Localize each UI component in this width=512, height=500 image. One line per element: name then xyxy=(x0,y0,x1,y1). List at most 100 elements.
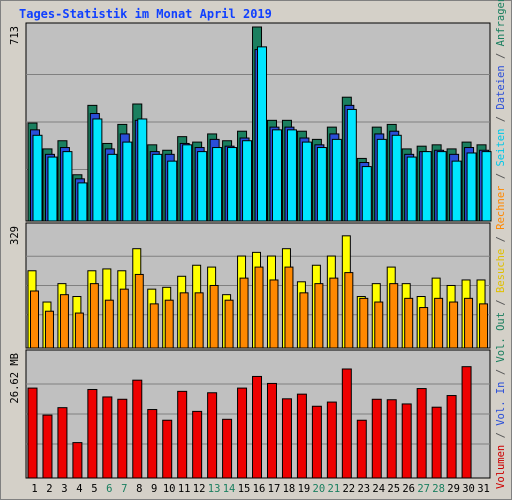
bar-seiten-day-4 xyxy=(77,182,88,222)
bar-rechner-day-1 xyxy=(30,290,39,349)
legend-item: Volumen xyxy=(495,445,507,489)
day-label-12: 12 xyxy=(193,483,206,495)
bar-rechner-day-7 xyxy=(119,288,129,349)
bar-rechner-day-28 xyxy=(434,297,444,349)
bar-volumen-day-7 xyxy=(117,398,128,479)
bar-seiten-day-18 xyxy=(286,129,297,222)
day-label-18: 18 xyxy=(283,483,296,495)
bar-rechner-day-2 xyxy=(44,310,54,349)
bar-rechner-day-9 xyxy=(149,303,159,349)
bar-volumen-day-8 xyxy=(132,379,143,479)
bar-seiten-day-1 xyxy=(32,134,43,222)
day-label-17: 17 xyxy=(268,483,281,495)
bar-volumen-day-2 xyxy=(42,414,53,479)
bar-volumen-day-15 xyxy=(237,387,248,479)
bar-rechner-day-27 xyxy=(419,307,429,349)
axis-max-label: 329 xyxy=(9,226,21,245)
bar-rechner-day-6 xyxy=(104,299,114,349)
day-axis-labels: 1 2 3 4 5 6 7 8 9 10 11 12 13 14 15 16 17 18 19 20 21 22 23 24 2… xyxy=(31,483,490,495)
legend-item: Anfragen xyxy=(495,0,507,46)
legend-item: / xyxy=(495,167,507,186)
bar-seiten-day-28 xyxy=(436,151,447,222)
bar-seiten-day-21 xyxy=(331,138,342,222)
chart-title: Tages-Statistik im Monat April 2019 xyxy=(19,7,272,21)
chart-panels: 713 329 26.62 MB xyxy=(9,22,492,479)
bar-volumen-day-6 xyxy=(102,396,113,479)
bar-volumen-day-19 xyxy=(296,393,307,479)
bar-volumen-day-30 xyxy=(461,366,472,479)
bar-seiten-day-14 xyxy=(227,147,238,222)
bar-seiten-day-9 xyxy=(152,153,163,222)
bar-seiten-day-27 xyxy=(421,151,432,222)
day-label-13: 13 xyxy=(208,483,221,495)
bar-rechner-day-16 xyxy=(254,266,264,349)
bar-volumen-day-26 xyxy=(401,403,412,479)
bar-rechner-day-4 xyxy=(74,312,84,349)
bar-volumen-day-18 xyxy=(281,398,292,479)
bar-rechner-day-8 xyxy=(134,273,144,349)
bar-rechner-day-22 xyxy=(344,272,354,349)
bar-rechner-day-30 xyxy=(464,297,474,349)
bar-volumen-day-22 xyxy=(341,368,352,479)
bar-seiten-day-23 xyxy=(361,166,372,222)
day-label-8: 8 xyxy=(136,483,142,495)
bar-seiten-day-2 xyxy=(47,156,58,222)
legend-item: Dateien xyxy=(495,65,507,109)
bar-seiten-day-31 xyxy=(481,151,492,222)
bar-seiten-day-3 xyxy=(62,151,73,222)
bar-rechner-day-24 xyxy=(374,301,384,349)
bar-rechner-day-15 xyxy=(239,277,249,349)
axis-max-label: 26.62 MB xyxy=(9,353,21,404)
bar-seiten-day-10 xyxy=(167,160,178,222)
bar-seiten-day-25 xyxy=(391,134,402,222)
bar-rechner-day-12 xyxy=(194,292,204,349)
bar-seiten-day-13 xyxy=(212,147,223,222)
bar-volumen-day-9 xyxy=(147,409,158,479)
bar-volumen-day-1 xyxy=(27,387,38,479)
bar-rechner-day-13 xyxy=(209,284,219,349)
bar-seiten-day-19 xyxy=(301,141,312,222)
bar-rechner-day-29 xyxy=(449,301,459,349)
day-label-5: 5 xyxy=(91,483,97,495)
legend-item: / xyxy=(495,293,507,312)
bar-seiten-day-11 xyxy=(182,144,193,222)
day-label-16: 16 xyxy=(253,483,266,495)
day-label-29: 29 xyxy=(447,483,460,495)
bar-seiten-day-20 xyxy=(316,147,327,222)
legend-item: / xyxy=(495,426,507,445)
bar-volumen-day-14 xyxy=(222,418,233,479)
bar-rechner-day-23 xyxy=(359,297,369,349)
day-label-9: 9 xyxy=(151,483,157,495)
bar-rechner-day-3 xyxy=(59,294,69,349)
day-label-23: 23 xyxy=(357,483,370,495)
bar-rechner-day-18 xyxy=(284,266,294,349)
day-label-30: 30 xyxy=(462,483,475,495)
bar-volumen-day-24 xyxy=(371,398,382,479)
bar-volumen-day-16 xyxy=(252,375,263,479)
day-label-2: 2 xyxy=(46,483,52,495)
bar-rechner-day-20 xyxy=(314,283,324,349)
bar-volumen-day-28 xyxy=(431,406,442,479)
legend-item: Vol. Out xyxy=(495,312,507,363)
bar-seiten-day-22 xyxy=(346,108,357,222)
bar-volumen-day-21 xyxy=(326,401,337,479)
day-label-31: 31 xyxy=(477,483,490,495)
legend-item: / xyxy=(495,46,507,65)
day-label-20: 20 xyxy=(313,483,326,495)
day-label-25: 25 xyxy=(387,483,400,495)
day-label-19: 19 xyxy=(298,483,311,495)
bar-seiten-day-29 xyxy=(451,160,462,222)
bar-seiten-day-30 xyxy=(466,152,477,222)
legend-item: / xyxy=(495,110,507,129)
bar-volumen-day-5 xyxy=(87,388,98,479)
bar-volumen-day-17 xyxy=(266,382,277,479)
legend-item: / xyxy=(495,230,507,249)
bar-volumen-day-3 xyxy=(57,407,68,479)
bar-rechner-day-31 xyxy=(479,303,489,349)
bar-volumen-day-11 xyxy=(177,390,188,479)
bar-rechner-day-19 xyxy=(299,292,309,349)
day-label-7: 7 xyxy=(121,483,127,495)
day-label-24: 24 xyxy=(372,483,385,495)
bar-rechner-day-5 xyxy=(89,283,99,349)
bar-seiten-day-16 xyxy=(257,46,268,222)
